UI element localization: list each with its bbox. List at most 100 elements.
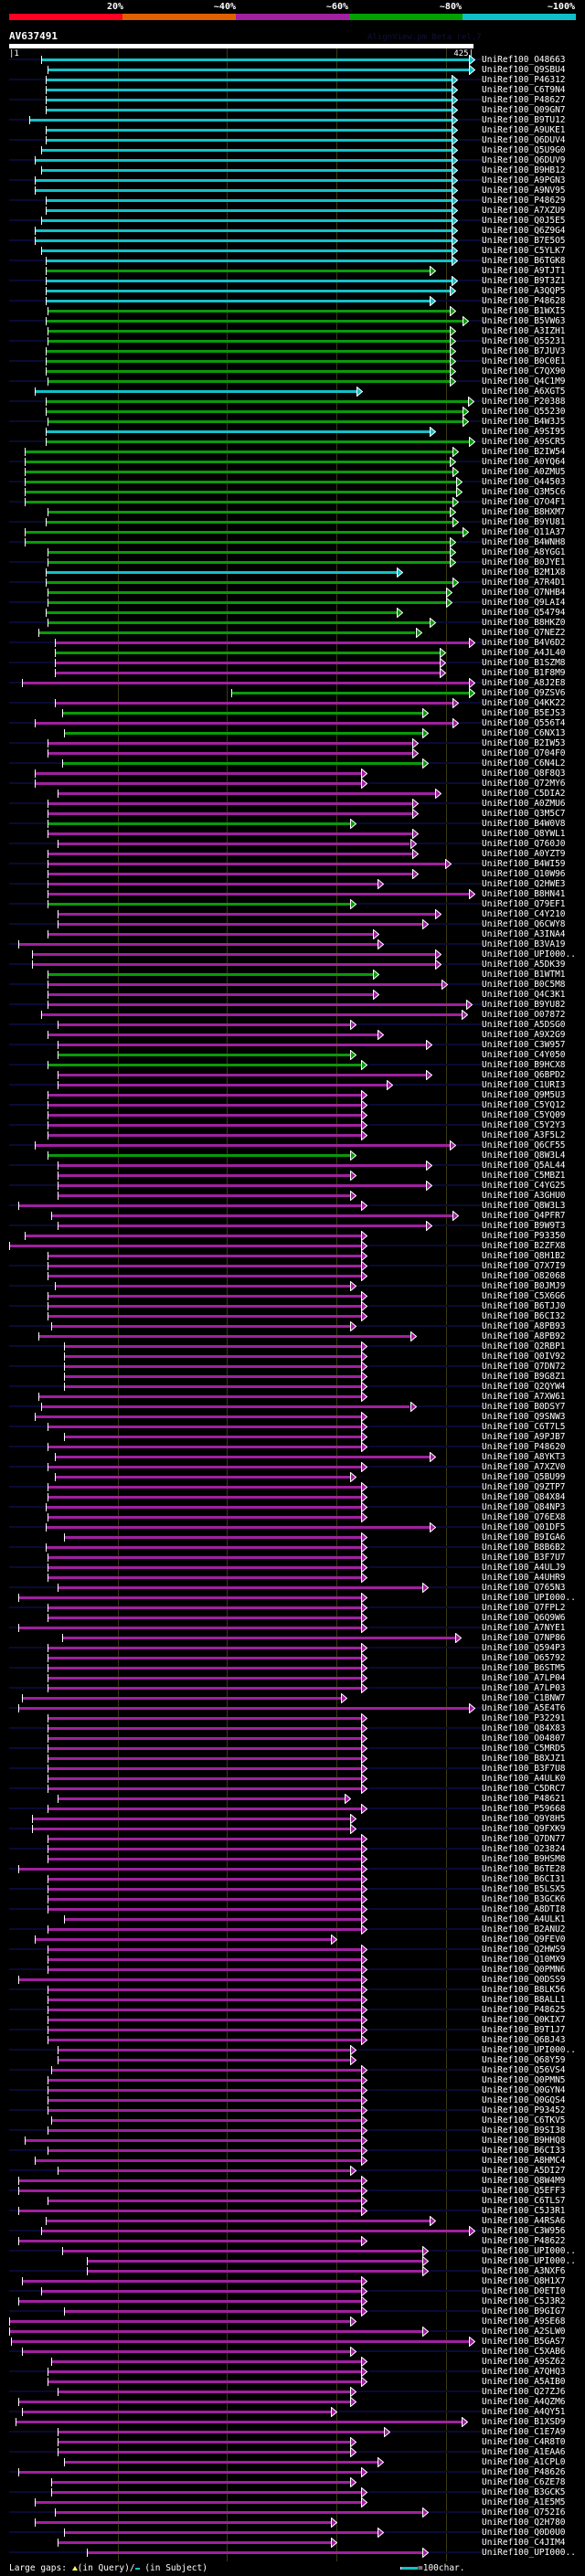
- alignment-row[interactable]: UniRef100_Q6Q9W6: [0, 1613, 585, 1623]
- hit-bar[interactable]: [32, 953, 436, 956]
- alignment-row[interactable]: UniRef100_Q6BJ43: [0, 2035, 585, 2045]
- hit-bar[interactable]: [45, 99, 452, 101]
- hit-label[interactable]: UniRef100_B6TE28: [482, 1864, 566, 1874]
- hit-bar[interactable]: [47, 973, 373, 976]
- hit-bar[interactable]: [57, 1054, 350, 1056]
- hit-bar[interactable]: [47, 1003, 466, 1006]
- hit-label[interactable]: UniRef100_Q8W3L3: [482, 1201, 566, 1211]
- hit-bar[interactable]: [45, 360, 450, 363]
- hit-label[interactable]: UniRef100_B8LK56: [482, 1985, 566, 1995]
- alignment-row[interactable]: UniRef100_A4QY51: [0, 2407, 585, 2417]
- hit-bar[interactable]: [63, 1375, 361, 1378]
- hit-label[interactable]: UniRef100_B4WNH8: [482, 537, 566, 547]
- alignment-row[interactable]: UniRef100_A5DSG0: [0, 1020, 585, 1030]
- hit-label[interactable]: UniRef100_Q68Y59: [482, 2055, 566, 2065]
- hit-label[interactable]: UniRef100_Q8YWL1: [482, 829, 566, 839]
- alignment-row[interactable]: UniRef100_A3IZH1: [0, 326, 585, 336]
- hit-bar[interactable]: [50, 2491, 361, 2494]
- alignment-row[interactable]: UniRef100_B7JUV3: [0, 346, 585, 356]
- hit-bar[interactable]: [87, 2551, 422, 2554]
- hit-label[interactable]: UniRef100_Q2HWE3: [482, 879, 566, 889]
- alignment-row[interactable]: UniRef100_O82068: [0, 1271, 585, 1281]
- hit-label[interactable]: UniRef100_C6N4L2: [482, 758, 566, 769]
- alignment-row[interactable]: UniRef100_B9GIG7: [0, 2306, 585, 2316]
- hit-label[interactable]: UniRef100_C5YLK7: [482, 246, 566, 256]
- hit-bar[interactable]: [63, 2531, 378, 2534]
- hit-bar[interactable]: [47, 1998, 361, 2001]
- hit-label[interactable]: UniRef100_Q0D0U0: [482, 2528, 566, 2538]
- alignment-row[interactable]: UniRef100_Q3M5C6: [0, 487, 585, 497]
- hit-bar[interactable]: [34, 2159, 361, 2162]
- alignment-row[interactable]: UniRef100_P93350: [0, 1231, 585, 1241]
- hit-bar[interactable]: [47, 1767, 361, 1770]
- alignment-row[interactable]: UniRef100_B6STM5: [0, 1663, 585, 1673]
- hit-label[interactable]: UniRef100_A3GHU0: [482, 1191, 566, 1201]
- alignment-row[interactable]: UniRef100_B9G8Z1: [0, 1372, 585, 1382]
- alignment-row[interactable]: UniRef100_B9TU12: [0, 115, 585, 125]
- alignment-row[interactable]: UniRef100_A9UKE1: [0, 125, 585, 135]
- hit-bar[interactable]: [47, 2019, 361, 2021]
- alignment-row[interactable]: UniRef100_A5E4T6: [0, 1703, 585, 1713]
- hit-bar[interactable]: [47, 1496, 361, 1499]
- alignment-row[interactable]: UniRef100_A7NYE1: [0, 1623, 585, 1633]
- hit-bar[interactable]: [47, 1858, 361, 1860]
- alignment-row[interactable]: UniRef100_A8HMC4: [0, 2156, 585, 2166]
- hit-label[interactable]: UniRef100_Q0DSS9: [482, 1975, 566, 1985]
- hit-bar[interactable]: [57, 1174, 350, 1177]
- alignment-row[interactable]: UniRef100_P48628: [0, 296, 585, 306]
- hit-bar[interactable]: [34, 772, 361, 775]
- alignment-row[interactable]: UniRef100_B9YU82: [0, 1000, 585, 1010]
- alignment-row[interactable]: UniRef100_Q556T4: [0, 718, 585, 728]
- alignment-row[interactable]: UniRef100_A4JL40: [0, 648, 585, 658]
- hit-bar[interactable]: [47, 2089, 361, 2092]
- alignment-row[interactable]: UniRef100_A2SLW0: [0, 2327, 585, 2337]
- alignment-row[interactable]: UniRef100_B9SI38: [0, 2125, 585, 2136]
- alignment-row[interactable]: UniRef100_A8YGG1: [0, 547, 585, 557]
- alignment-row[interactable]: UniRef100_Q2RBP1: [0, 1341, 585, 1352]
- hit-bar[interactable]: [34, 2521, 332, 2524]
- alignment-row[interactable]: UniRef100_Q2H780: [0, 2518, 585, 2528]
- hit-bar[interactable]: [50, 2481, 350, 2484]
- hit-label[interactable]: UniRef100_Q5U9G0: [482, 145, 566, 155]
- hit-bar[interactable]: [17, 2240, 361, 2242]
- hit-bar[interactable]: [57, 1797, 345, 1800]
- hit-label[interactable]: UniRef100_B9YU81: [482, 517, 566, 527]
- hit-bar[interactable]: [47, 1446, 361, 1448]
- alignment-row[interactable]: UniRef100_Q84NP3: [0, 1502, 585, 1512]
- hit-label[interactable]: UniRef100_A5E4T6: [482, 1703, 566, 1713]
- hit-bar[interactable]: [57, 1044, 427, 1046]
- hit-bar[interactable]: [45, 1546, 361, 1549]
- hit-bar[interactable]: [45, 400, 468, 403]
- hit-bar[interactable]: [47, 1305, 361, 1308]
- hit-bar[interactable]: [40, 2230, 470, 2232]
- hit-bar[interactable]: [47, 933, 373, 936]
- hit-label[interactable]: UniRef100_B9HSM8: [482, 1854, 566, 1864]
- hit-bar[interactable]: [22, 2280, 361, 2283]
- hit-bar[interactable]: [38, 1335, 410, 1338]
- hit-label[interactable]: UniRef100_A4ULK1: [482, 1914, 566, 1924]
- hit-bar[interactable]: [34, 722, 453, 725]
- alignment-row[interactable]: UniRef100_Q84X84: [0, 1492, 585, 1502]
- alignment-row[interactable]: UniRef100_A9SZ62: [0, 2357, 585, 2367]
- hit-label[interactable]: UniRef100_B0JMJ9: [482, 1281, 566, 1291]
- hit-label[interactable]: UniRef100_B6TGK8: [482, 256, 566, 266]
- hit-label[interactable]: UniRef100_A4ULK0: [482, 1774, 566, 1784]
- alignment-row[interactable]: UniRef100_P48622: [0, 2236, 585, 2246]
- hit-bar[interactable]: [57, 2390, 350, 2393]
- hit-bar[interactable]: [55, 702, 453, 705]
- hit-label[interactable]: UniRef100_Q9M5U3: [482, 1090, 566, 1100]
- hit-label[interactable]: UniRef100_Q27ZJ6: [482, 2387, 566, 2397]
- hit-bar[interactable]: [47, 1104, 361, 1107]
- hit-label[interactable]: UniRef100_B9HHQ8: [482, 2136, 566, 2146]
- alignment-row[interactable]: UniRef100_B9HHQ8: [0, 2136, 585, 2146]
- hit-bar[interactable]: [47, 621, 431, 624]
- alignment-row[interactable]: UniRef100_C4Y210: [0, 909, 585, 919]
- hit-label[interactable]: UniRef100_B9HCX8: [482, 1060, 566, 1070]
- hit-bar[interactable]: [47, 2380, 361, 2383]
- hit-bar[interactable]: [38, 1395, 361, 1398]
- hit-bar[interactable]: [17, 2401, 350, 2403]
- hit-label[interactable]: UniRef100_C5MRD5: [482, 1744, 566, 1754]
- alignment-row[interactable]: UniRef100_B5LSX5: [0, 1884, 585, 1894]
- hit-bar[interactable]: [47, 1878, 361, 1881]
- hit-bar[interactable]: [45, 270, 431, 272]
